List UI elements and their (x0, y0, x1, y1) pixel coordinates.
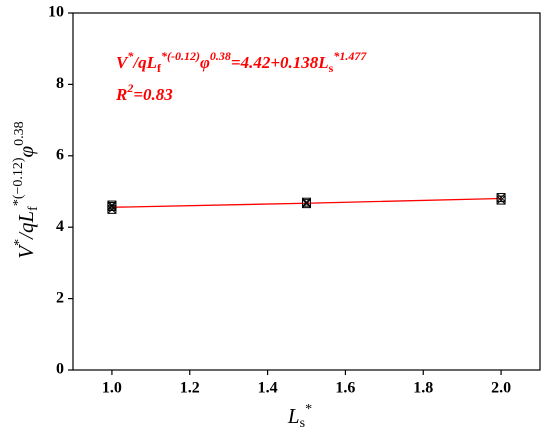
data-point (496, 193, 506, 203)
data-point (302, 197, 311, 207)
y-tick-label: 2 (56, 289, 64, 306)
y-tick-label: 6 (56, 146, 64, 163)
x-axis-label: Ls* (287, 402, 312, 431)
x-tick-label: 2.0 (491, 380, 511, 397)
x-tick-label: 1.6 (335, 380, 355, 397)
fit-equation: V*/qLf*(-0.12)φ0.38=4.42+0.138Ls*1.477 (116, 49, 367, 75)
y-axis-label: V*/qLf*(−0.12)φ0.38 (11, 121, 41, 258)
plot-frame (72, 12, 541, 371)
marker-box (302, 197, 311, 207)
y-tick-label: 0 (56, 361, 64, 378)
y-tick-label: 4 (56, 218, 64, 235)
x-tick-label: 1.8 (413, 380, 433, 397)
x-tick-label: 1.2 (180, 380, 200, 397)
marker-box (496, 193, 506, 203)
data-point (107, 200, 117, 210)
y-tick-label: 8 (56, 75, 64, 92)
marker-box (107, 200, 117, 210)
x-tick-label: 1.4 (258, 380, 278, 397)
marker-cross (107, 200, 117, 210)
marker-cross (496, 193, 506, 202)
r-squared: R2=0.83 (115, 81, 173, 104)
marker-cross (496, 195, 506, 205)
y-tick-label: 10 (48, 4, 64, 21)
x-tick-label: 1.0 (102, 380, 122, 397)
marker-cross (302, 197, 311, 207)
